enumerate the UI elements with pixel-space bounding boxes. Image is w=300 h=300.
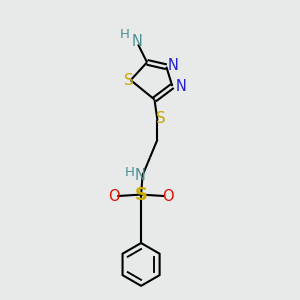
- Text: S: S: [156, 111, 166, 126]
- Text: N: N: [167, 58, 178, 73]
- Text: N: N: [175, 79, 186, 94]
- Text: O: O: [162, 189, 174, 204]
- Text: H: H: [124, 166, 134, 179]
- Text: N: N: [131, 34, 142, 49]
- Text: S: S: [124, 73, 134, 88]
- Text: N: N: [134, 168, 145, 183]
- Text: H: H: [120, 28, 130, 41]
- Text: O: O: [109, 189, 120, 204]
- Text: S: S: [135, 186, 148, 204]
